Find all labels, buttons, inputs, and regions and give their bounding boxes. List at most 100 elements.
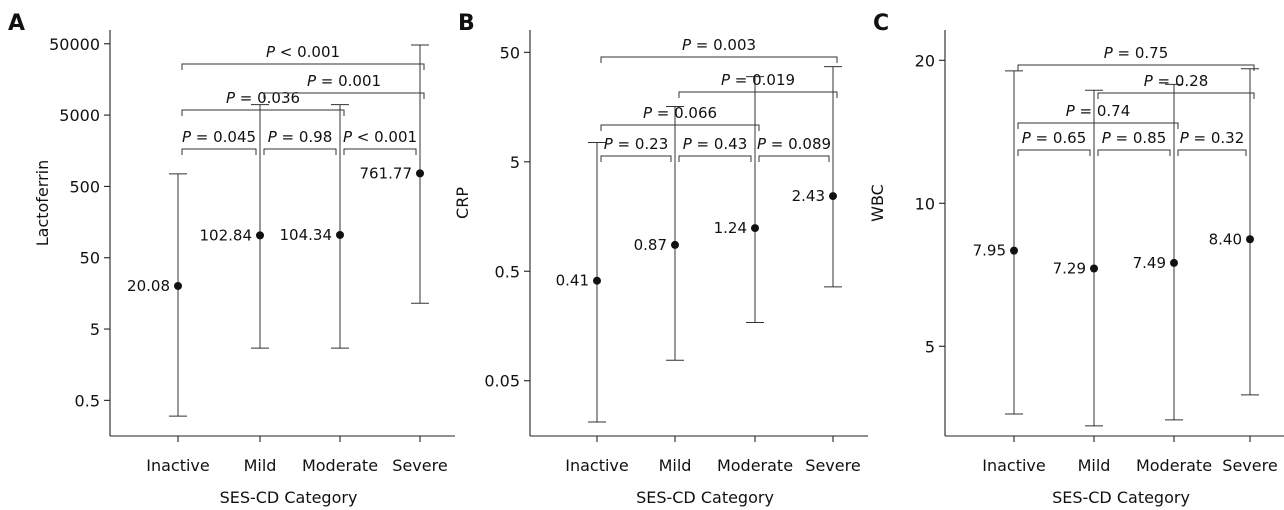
ci-whisker — [169, 173, 187, 417]
p-value-label: P < 0.001 — [343, 128, 417, 146]
data-point — [416, 169, 424, 178]
data-label: 1.24 — [714, 219, 747, 237]
data-label: 761.77 — [360, 164, 413, 182]
bracket-line — [1017, 149, 1091, 156]
panel-letter: B — [458, 11, 475, 36]
p-value-label: P < 0.001 — [266, 43, 340, 61]
data-label: 104.34 — [280, 226, 333, 244]
panel-letter: C — [873, 11, 889, 36]
data-point — [174, 281, 182, 290]
data-label: 102.84 — [200, 226, 253, 244]
bracket-line — [263, 148, 337, 155]
p-value-label: P = 0.003 — [682, 36, 756, 54]
x-tick-label: Mild — [1078, 456, 1111, 475]
data-point — [256, 231, 264, 240]
data-point — [1246, 235, 1254, 244]
p-bracket: P = 0.74 — [1017, 102, 1179, 129]
p-value-label: P = 0.089 — [757, 135, 831, 153]
p-value-label: P = 0.75 — [1104, 44, 1169, 62]
panel-c: C 5 10 20 Inactive Mild Moderate Severe SES-CD C… — [868, 11, 1284, 507]
y-axis-title: Lactoferrin — [33, 160, 52, 247]
panels: A 0.5 5 50 500 5000 50000 Inactive Mild Moderate S… — [8, 11, 1284, 507]
x-tick-label: Mild — [244, 456, 277, 475]
p-bracket: P = 0.85 — [1097, 129, 1171, 156]
panel-b: B 0.05 0.5 5 50 Inactive Mild Moderate Severe SES… — [453, 11, 868, 507]
y-tick-label: 50 — [500, 43, 520, 62]
ci-whisker — [1005, 70, 1023, 415]
data-label: 8.40 — [1209, 230, 1242, 248]
p-value-label: P = 0.85 — [1102, 129, 1167, 147]
bracket-line — [181, 148, 257, 155]
y-tick-label: 10 — [915, 194, 935, 213]
p-bracket: P = 0.43 — [678, 135, 752, 162]
x-axis-title: SES-CD Category — [636, 488, 774, 507]
p-bracket: P = 0.98 — [263, 128, 337, 155]
y-tick-label: 5000 — [59, 106, 100, 125]
x-tick-label: Inactive — [146, 456, 210, 475]
p-value-label: P = 0.65 — [1022, 129, 1087, 147]
bracket-line — [1097, 149, 1171, 156]
ci-whisker — [251, 104, 269, 349]
p-bracket: P < 0.001 — [181, 43, 425, 70]
data-point — [593, 276, 601, 285]
p-bracket: P = 0.28 — [1097, 72, 1255, 99]
p-value-label: P = 0.98 — [268, 128, 333, 146]
x-tick-label: Inactive — [982, 456, 1046, 475]
x-tick-label: Moderate — [302, 456, 378, 475]
p-bracket: P = 0.003 — [600, 36, 838, 63]
x-tick-label: Moderate — [1136, 456, 1212, 475]
data-point — [829, 192, 837, 201]
y-tick-label: 5 — [925, 337, 935, 356]
y-axis-title: WBC — [868, 184, 887, 222]
bracket-line — [343, 148, 417, 155]
data-label: 0.41 — [556, 272, 589, 290]
y-tick-label: 500 — [69, 177, 100, 196]
y-tick-label: 5 — [90, 320, 100, 339]
data-point — [336, 230, 344, 239]
p-value-label: P = 0.74 — [1066, 102, 1131, 120]
y-tick-label: 0.5 — [495, 262, 520, 281]
p-bracket: P = 0.23 — [600, 135, 672, 162]
x-tick-label: Mild — [659, 456, 692, 475]
bracket-line — [678, 91, 838, 98]
ci-whisker — [1085, 89, 1103, 427]
data-label: 2.43 — [792, 187, 825, 205]
p-value-label: P = 0.32 — [1180, 129, 1245, 147]
p-value-label: P = 0.036 — [226, 89, 300, 107]
data-label: 7.95 — [973, 242, 1006, 260]
bracket-line — [1177, 149, 1247, 156]
y-tick-label: 5 — [510, 153, 520, 172]
p-value-label: P = 0.23 — [604, 135, 669, 153]
bracket-line — [1017, 64, 1255, 71]
p-bracket: P = 0.089 — [757, 135, 831, 162]
data-label: 0.87 — [634, 236, 667, 254]
data-point — [671, 240, 679, 249]
p-bracket: P = 0.001 — [263, 72, 425, 99]
y-tick-label: 50000 — [49, 35, 100, 54]
p-bracket: P = 0.32 — [1177, 129, 1247, 156]
p-value-label: P = 0.43 — [683, 135, 748, 153]
p-value-label: P = 0.001 — [307, 72, 381, 90]
ci-whisker — [824, 66, 842, 288]
data-label: 7.49 — [1133, 254, 1166, 272]
bracket-line — [181, 109, 345, 116]
p-bracket: P < 0.001 — [343, 128, 417, 155]
p-bracket: P = 0.019 — [678, 71, 838, 98]
bracket-line — [600, 56, 838, 63]
bracket-line — [1017, 122, 1179, 129]
bracket-line — [600, 124, 760, 131]
data-point — [1090, 264, 1098, 273]
ci-whisker — [666, 106, 684, 361]
panel-letter: A — [8, 11, 25, 36]
p-value-label: P = 0.045 — [182, 128, 256, 146]
p-bracket: P = 0.045 — [181, 128, 257, 155]
p-bracket: P = 0.066 — [600, 104, 760, 131]
panel-a: A 0.5 5 50 500 5000 50000 Inactive Mild Moderate S… — [8, 11, 455, 507]
bracket-line — [1097, 92, 1255, 99]
y-tick-label: 0.05 — [484, 372, 520, 391]
data-point — [1010, 246, 1018, 255]
ci-whisker — [1241, 68, 1259, 396]
bracket-line — [263, 92, 425, 99]
bracket-line — [758, 155, 830, 162]
